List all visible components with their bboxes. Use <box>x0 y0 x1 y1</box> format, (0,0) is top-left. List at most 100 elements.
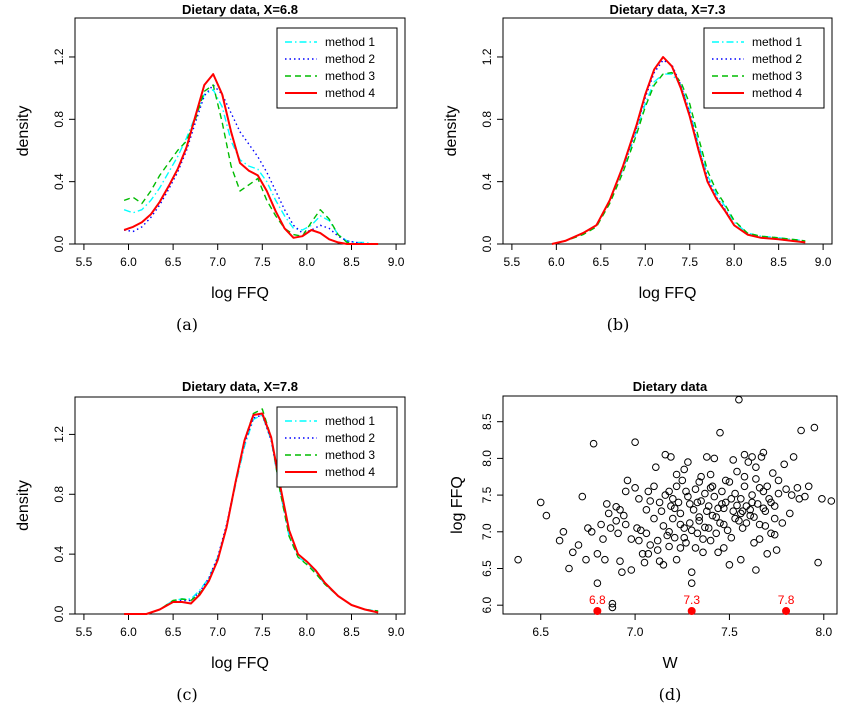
scatter-point <box>720 544 728 552</box>
scatter-point <box>759 448 768 457</box>
scatter-point <box>814 558 822 567</box>
scatter-point <box>746 506 755 514</box>
x-axis-label: W <box>662 655 678 672</box>
x-tick-label: 7.0 <box>209 625 226 639</box>
legend-box <box>276 406 398 488</box>
scatter-point <box>689 506 698 514</box>
scatter-point <box>797 426 805 435</box>
scatter-point <box>608 599 617 608</box>
scatter-point <box>703 453 711 461</box>
scatter-point <box>674 498 683 507</box>
y-tick-label: 0.8 <box>480 111 494 128</box>
scatter-point <box>680 524 689 532</box>
x-axis-label: log FFQ <box>211 655 269 672</box>
chart-title: Dietary data <box>633 379 708 394</box>
y-tick-label: 8.5 <box>480 413 494 430</box>
scatter-point <box>738 524 747 532</box>
scatter-point <box>593 550 602 558</box>
scatter-point <box>740 482 749 491</box>
scatter-point <box>699 548 707 557</box>
scatter-point <box>635 495 643 503</box>
x-marker-dot <box>782 607 791 615</box>
x-tick-label: 5.5 <box>76 625 93 639</box>
scatter-point <box>589 439 598 448</box>
scatter-point <box>665 542 673 551</box>
scatter-point <box>782 485 790 494</box>
scatter-point <box>701 523 709 532</box>
scatter-point <box>608 603 617 612</box>
scatter-point <box>676 509 685 518</box>
scatter-point <box>686 500 694 508</box>
y-tick-label: 0.4 <box>480 173 494 190</box>
x-tick-label: 8.5 <box>343 255 360 269</box>
plot-frame <box>74 396 406 615</box>
scatter-point <box>627 535 636 543</box>
scatter-point <box>627 566 636 574</box>
legend-box <box>703 27 825 109</box>
series-line-method-1 <box>551 73 806 245</box>
x-tick-label: 8.0 <box>299 255 316 269</box>
y-tick-label: 0.4 <box>52 173 66 190</box>
legend-entry: method 1 <box>325 414 375 428</box>
y-tick-label: 0.4 <box>52 545 66 562</box>
scatter-point <box>737 555 745 564</box>
y-axis-label: log FFQ <box>449 476 466 534</box>
scatter-point <box>672 482 681 491</box>
y-tick-label: 1.2 <box>52 48 66 65</box>
scatter-point <box>706 536 715 545</box>
scatter-point <box>706 484 715 492</box>
series-line-method-3 <box>123 84 379 245</box>
scatter-point <box>733 467 741 476</box>
scatter-point <box>727 533 736 542</box>
scatter-point <box>720 504 728 513</box>
scatter-point <box>621 487 630 496</box>
scatter-point <box>631 438 639 447</box>
scatter-point <box>693 529 702 538</box>
scatter-point <box>559 528 568 536</box>
scatter-point <box>650 514 658 523</box>
scatter-point <box>721 476 730 485</box>
x-tick-label: 7.0 <box>627 625 644 639</box>
scatter-point <box>582 555 590 564</box>
scatter-point <box>614 529 622 538</box>
x-tick-label: 7.5 <box>721 625 738 639</box>
chart-title: Dietary data, X=7.8 <box>182 379 298 394</box>
scatter-point <box>676 544 685 552</box>
scatter-point <box>827 497 836 505</box>
scatter-point <box>612 517 621 525</box>
legend-entry: method 2 <box>752 52 802 66</box>
x-tick-label: 9.0 <box>388 255 405 269</box>
scatter-point <box>695 517 704 525</box>
scatter-point <box>774 476 783 485</box>
scatter-point <box>618 568 626 577</box>
scatter-point <box>514 555 522 564</box>
x-tick-label: 8.0 <box>299 625 316 639</box>
scatter-point <box>723 526 732 535</box>
scatter-point <box>731 489 739 498</box>
scatter-point <box>669 495 677 503</box>
scatter-point <box>684 458 692 466</box>
scatter-point <box>678 476 687 485</box>
plot-frame <box>74 17 406 245</box>
y-tick-label: 7.5 <box>480 486 494 503</box>
scatter-point <box>727 495 736 503</box>
scatter-point <box>774 489 783 498</box>
scatter-point <box>716 428 724 437</box>
scatter-point <box>578 492 587 501</box>
x-tick-label: 7.0 <box>209 255 226 269</box>
scatter-point <box>597 520 605 529</box>
scatter-point <box>670 533 679 542</box>
x-tick-label: 6.0 <box>120 255 137 269</box>
scatter-point <box>753 500 762 508</box>
scatter-point <box>729 507 738 516</box>
scatter-point <box>555 536 564 545</box>
y-tick-label: 7.0 <box>480 523 494 540</box>
panel-d-scatter: Dietary data 6.5 7.0 7.5 8.0 6.0 6.5 7.0 7.5 8.0 8… <box>449 379 838 704</box>
legend-entry: method 3 <box>325 448 375 462</box>
x-axis-label: log FFQ <box>211 285 269 302</box>
scatter-point <box>657 507 666 516</box>
panel-caption: (d) <box>659 685 682 704</box>
y-tick-label: 6.0 <box>480 597 494 614</box>
scatter-point <box>714 548 722 557</box>
